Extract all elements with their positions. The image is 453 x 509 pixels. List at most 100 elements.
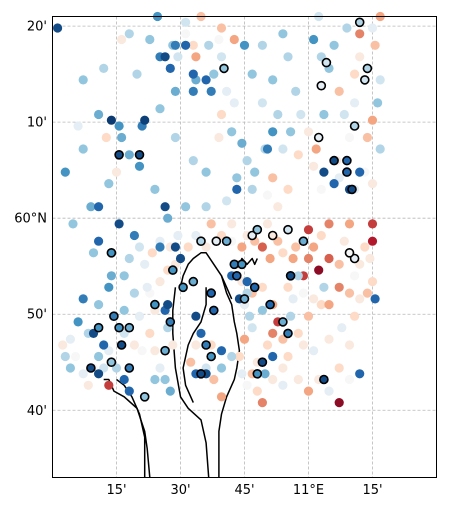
station-marker: [344, 219, 355, 229]
highlighted-station-marker: [124, 322, 135, 333]
station-marker: [365, 253, 375, 264]
station-marker: [250, 167, 260, 177]
station-marker: [73, 121, 83, 131]
station-marker: [370, 40, 380, 50]
station-marker: [222, 86, 232, 96]
station-marker: [216, 392, 227, 402]
coastline-5: [220, 275, 233, 300]
station-marker: [316, 300, 326, 310]
highlighted-station-marker: [178, 282, 188, 293]
station-marker: [342, 23, 352, 33]
highlighted-station-marker: [209, 305, 219, 316]
station-marker: [303, 127, 314, 137]
graticule: [52, 16, 437, 478]
station-marker: [350, 69, 360, 79]
station-marker: [104, 380, 114, 390]
highlighted-station-marker: [196, 236, 206, 246]
station-marker: [324, 386, 334, 396]
station-marker: [355, 294, 365, 304]
station-marker: [319, 109, 329, 120]
station-marker: [239, 40, 250, 50]
station-marker: [173, 52, 183, 62]
lat-tick-label: 10': [27, 116, 47, 131]
station-marker: [334, 259, 344, 269]
station-marker: [260, 369, 270, 379]
station-marker: [170, 242, 180, 252]
station-marker: [188, 156, 198, 166]
station-marker: [201, 75, 211, 85]
highlighted-station-marker: [239, 294, 250, 304]
lon-tick-label: 11°E: [293, 483, 324, 498]
station-marker: [94, 351, 104, 362]
station-marker: [124, 386, 134, 396]
station-marker: [181, 29, 191, 39]
station-marker: [350, 98, 360, 108]
station-marker: [247, 184, 257, 194]
highlighted-station-marker: [349, 253, 360, 264]
station-marker: [134, 161, 145, 171]
station-marker: [286, 311, 296, 321]
station-marker: [344, 340, 355, 350]
highlighted-station-marker: [321, 57, 332, 68]
highlighted-station-marker: [219, 63, 229, 74]
station-marker: [344, 132, 355, 143]
station-marker: [163, 300, 173, 310]
station-marker: [124, 150, 134, 160]
station-marker: [117, 132, 127, 143]
station-marker: [278, 144, 288, 154]
highlighted-station-marker: [329, 155, 339, 166]
station-marker: [94, 202, 104, 212]
station-marker: [214, 132, 224, 143]
highlighted-station-marker: [354, 17, 365, 28]
station-marker: [124, 29, 134, 39]
station-marker: [186, 357, 196, 367]
station-marker: [73, 317, 83, 327]
station-marker: [132, 69, 142, 79]
station-marker: [367, 277, 378, 287]
station-marker: [94, 369, 104, 379]
lat-tick-label: 20': [27, 20, 47, 35]
highlighted-station-marker: [342, 155, 352, 166]
station-marker: [206, 86, 216, 96]
station-marker: [170, 86, 180, 96]
station-marker: [242, 277, 252, 287]
station-marker: [227, 219, 237, 229]
station-marker: [170, 40, 180, 50]
station-marker: [209, 69, 219, 79]
station-marker: [165, 386, 175, 396]
highlighted-station-marker: [252, 368, 263, 379]
highlighted-station-marker: [347, 184, 357, 195]
station-marker: [78, 144, 88, 154]
coastline-6: [238, 257, 258, 266]
station-marker: [370, 294, 380, 304]
station-marker: [145, 34, 155, 45]
station-marker: [181, 40, 191, 50]
highlighted-station-marker: [298, 236, 309, 246]
highlighted-station-marker: [150, 299, 160, 310]
station-marker: [293, 374, 303, 385]
station-marker: [303, 386, 314, 396]
station-marker: [237, 369, 247, 379]
coastline-3: [179, 252, 241, 478]
station-marker: [309, 242, 319, 252]
station-marker: [242, 380, 252, 390]
lat-tick-label: 50': [27, 308, 47, 323]
station-marker: [124, 253, 134, 264]
station-marker: [165, 63, 175, 73]
station-marker: [68, 219, 78, 229]
station-marker: [204, 40, 214, 50]
highlighted-station-marker: [247, 230, 257, 241]
station-marker: [65, 334, 75, 344]
station-marker: [360, 242, 370, 252]
station-marker: [355, 52, 365, 62]
lon-tick-label: 45': [234, 483, 254, 498]
station-marker: [65, 363, 75, 373]
station-marker: [362, 288, 372, 298]
station-marker: [188, 69, 198, 79]
highlighted-station-marker: [319, 374, 329, 385]
highlighted-station-marker: [342, 167, 352, 177]
station-marker: [86, 202, 96, 212]
station-marker: [324, 219, 334, 229]
station-marker: [316, 230, 326, 241]
station-marker: [104, 282, 114, 292]
